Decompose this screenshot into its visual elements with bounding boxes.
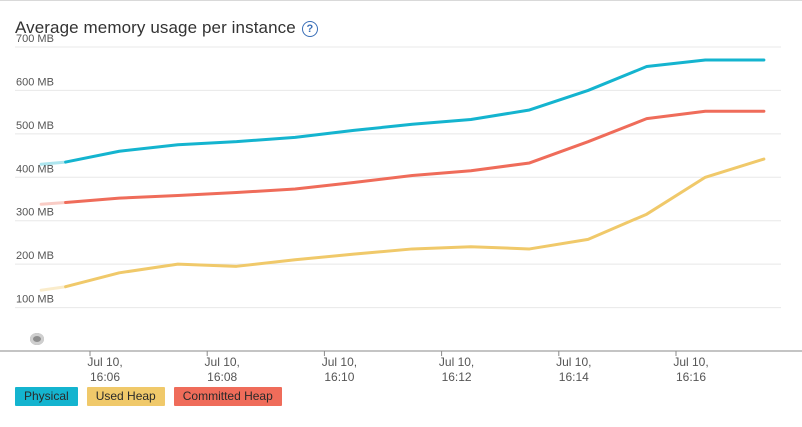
x-tick-label: 16:16 (676, 370, 706, 384)
y-tick-label: 200 MB (16, 250, 54, 262)
x-tick-label: Jul 10, (87, 355, 122, 369)
legend: Physical Used Heap Committed Heap (15, 387, 282, 406)
legend-item-committed-heap[interactable]: Committed Heap (173, 387, 282, 406)
x-tick-label: 16:10 (324, 370, 354, 384)
y-tick-label: 400 MB (16, 163, 54, 175)
top-border (0, 0, 802, 1)
x-tick-label: 16:06 (90, 370, 120, 384)
series-line-faded-2 (39, 200, 68, 206)
x-tick-label: Jul 10, (439, 355, 474, 369)
y-tick-label: 500 MB (16, 120, 54, 132)
help-icon[interactable]: ? (301, 21, 318, 37)
chart-title: Average memory usage per instance (15, 18, 296, 37)
y-tick-label: 600 MB (16, 76, 54, 88)
series-line-committed-heap (64, 109, 766, 204)
x-tick-label: Jul 10, (205, 355, 240, 369)
x-tick-label: Jul 10, (673, 355, 708, 369)
y-tick-label: 300 MB (16, 207, 54, 219)
chart-header: Average memory usage per instance ? (15, 18, 318, 38)
legend-item-physical[interactable]: Physical (15, 387, 78, 406)
series-line-used-heap (64, 157, 766, 289)
x-tick-label: Jul 10, (556, 355, 591, 369)
y-tick-label: 100 MB (16, 294, 54, 306)
series-line-faded-1 (39, 285, 68, 292)
x-tick-label: 16:14 (559, 370, 589, 384)
series-toggle-icon[interactable] (30, 333, 44, 345)
x-tick-label: 16:08 (207, 370, 237, 384)
series-line-faded-0 (39, 160, 68, 166)
x-tick-label: 16:12 (442, 370, 472, 384)
x-tick-label: Jul 10, (322, 355, 357, 369)
series-line-physical (64, 58, 766, 164)
y-tick-label: 700 MB (16, 33, 54, 45)
legend-item-used-heap[interactable]: Used Heap (86, 387, 165, 406)
